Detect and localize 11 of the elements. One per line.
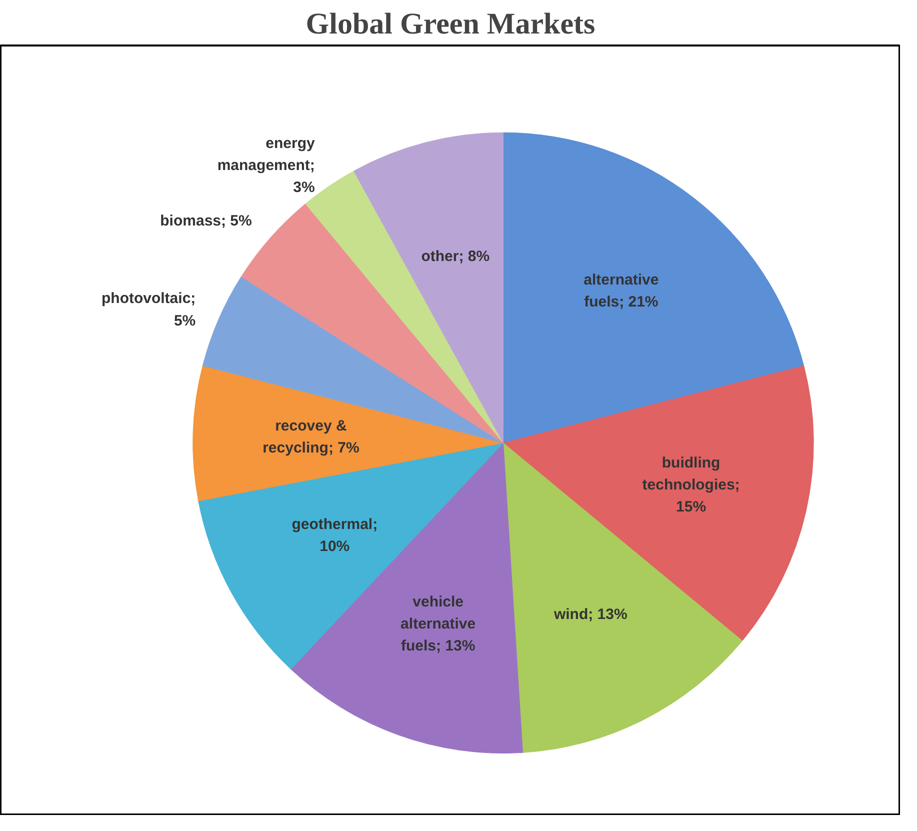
slice-label: alternative fuels; 21% (584, 271, 659, 310)
slice-label: energy management; 3% (217, 134, 316, 196)
slice-label: photovoltaic; 5% (101, 290, 196, 330)
slice-label: biomass; 5% (160, 212, 252, 230)
slice-label: buidling technologies; 15% (642, 454, 740, 516)
slice-label: geothermal; 10% (292, 516, 378, 556)
slice-label: other; 8% (421, 248, 490, 265)
slice-label: vehicle alternative fuels; 13% (400, 593, 476, 655)
chart-title: Global Green Markets (306, 8, 596, 40)
slice-label: wind; 13% (552, 606, 628, 623)
slice-label: recovey & recycling; 7% (262, 417, 360, 456)
